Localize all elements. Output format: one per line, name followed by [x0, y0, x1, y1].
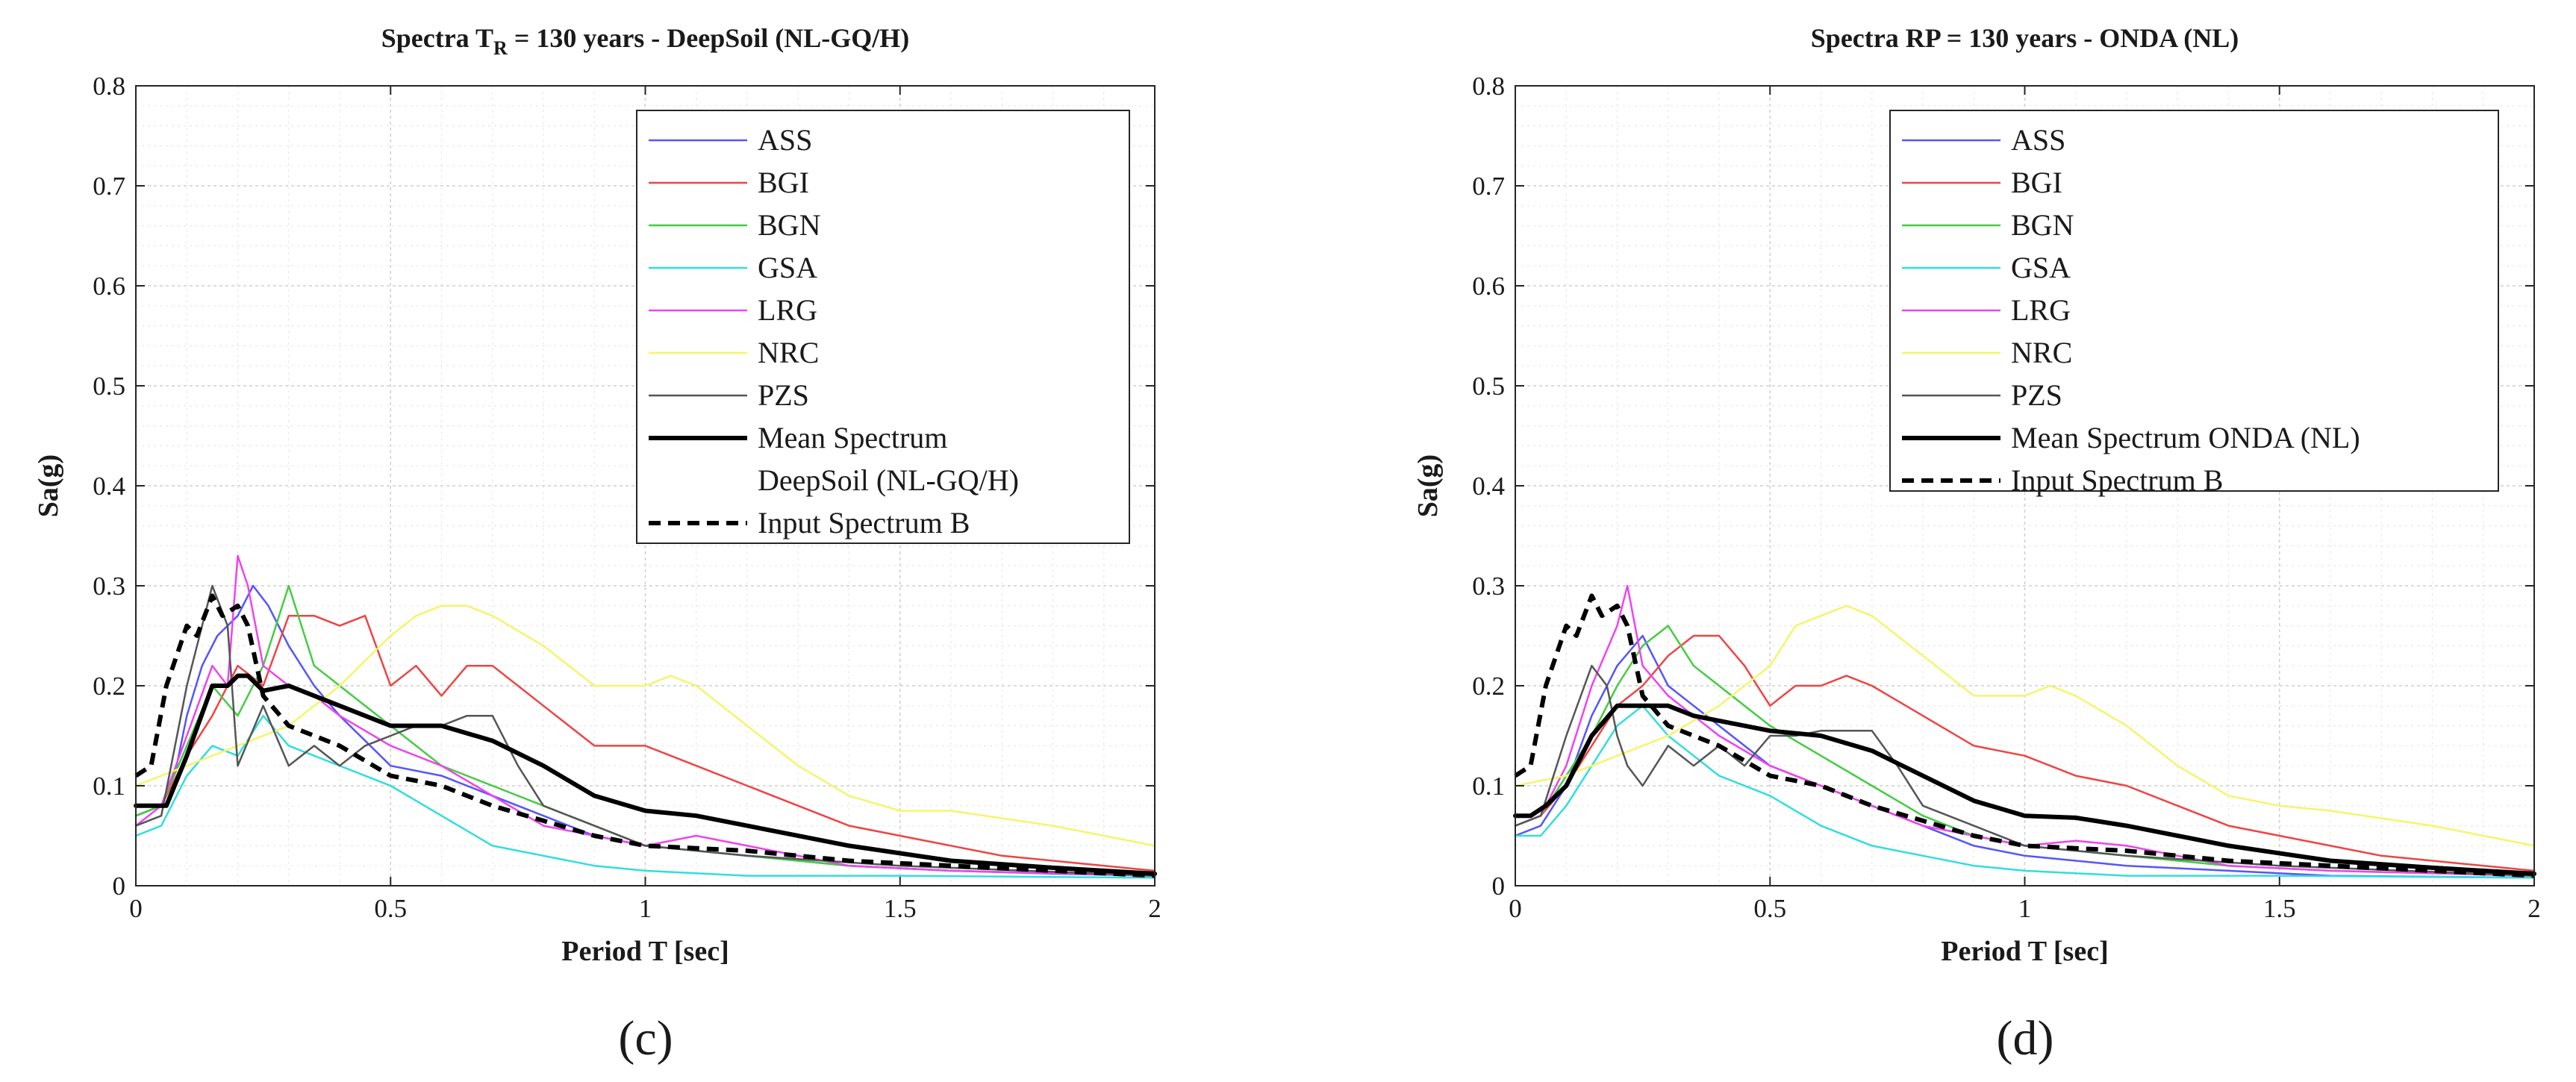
legend-label: ASS	[758, 123, 812, 157]
legend-label: BGI	[758, 166, 809, 199]
y-tick-label: 0.2	[93, 672, 125, 701]
series-line-pzs	[1514, 664, 2536, 877]
x-axis-label: Period T [sec]	[561, 936, 729, 967]
series-line-mean-spectrum-onda-nl	[1513, 703, 2536, 876]
y-axis-label: Sa(g)	[1412, 454, 1444, 517]
legend-label: GSA	[2011, 251, 2071, 284]
y-tick-label: 0.5	[93, 372, 125, 401]
y-tick-label: 0.4	[93, 472, 125, 501]
chart-panel-c: 0 0.5 1 1.5 2 0 0.1 0.2 0.3 0.4 0.5 0.6 0.7 0.8 Spectr…	[33, 23, 1161, 1066]
legend-label: GSA	[758, 251, 817, 284]
legend-label: Input Spectrum B	[2011, 463, 2223, 497]
x-tick-label: 2	[1148, 894, 1161, 923]
y-tick-label: 0.1	[93, 772, 125, 801]
series-line-input-spectrum-b	[134, 593, 1156, 878]
series-line-lrg	[134, 554, 1156, 877]
y-tick-label: 0.8	[93, 72, 125, 101]
legend-label: LRG	[2011, 293, 2071, 327]
series-line-input-spectrum-b	[1514, 593, 2535, 878]
panel-label: (d)	[1997, 1011, 2054, 1066]
series-line-gsa	[134, 714, 1156, 879]
legend-label: DeepSoil (NL-GQ/H)	[758, 463, 1019, 497]
y-tick-label: 0.6	[1472, 272, 1505, 301]
y-tick-label: 0.3	[93, 572, 125, 601]
x-tick-label: 2	[2527, 894, 2541, 923]
y-tick-label: 0.6	[93, 272, 125, 301]
legend: ASS BGI BGN GSA LRG NRC PZS Mean Spectrum DeepSo…	[636, 110, 1130, 544]
y-tick-label: 0.8	[1472, 72, 1505, 101]
chart-title: Spectra TR = 130 years - DeepSoil (NL-GQ…	[381, 23, 910, 59]
panel-label: (c)	[618, 1011, 673, 1066]
y-tick-label: 0.7	[93, 172, 125, 201]
x-tick-label: 0	[1509, 894, 1522, 923]
x-tick-label: 1	[2018, 894, 2032, 923]
series-line-gsa	[1514, 704, 2536, 879]
series-line-nrc	[1514, 604, 2536, 847]
y-tick-label: 0	[1492, 872, 1506, 901]
y-tick-label: 0.5	[1472, 372, 1505, 401]
x-tick-label: 1.5	[2263, 894, 2296, 923]
x-tick-label: 0.5	[1753, 894, 1786, 923]
x-tick-label: 0.5	[374, 894, 407, 923]
x-tick-label: 0	[129, 894, 143, 923]
y-tick-label: 0.2	[1472, 672, 1505, 701]
legend-label: PZS	[758, 378, 809, 412]
legend-label: LRG	[758, 293, 817, 327]
legend-label: BGN	[2011, 208, 2074, 242]
x-axis-label: Period T [sec]	[1941, 936, 2108, 967]
legend: ASS BGI BGN GSA LRG NRC PZS Mean Spectrum ONDA …	[1889, 110, 2499, 497]
legend-label: NRC	[758, 336, 819, 369]
series-line-mean-spectrum-deepsoil-nl-gq-h	[134, 673, 1157, 876]
series-line-lrg	[1514, 584, 2536, 877]
legend-label: Mean Spectrum ONDA (NL)	[2011, 421, 2360, 454]
y-tick-label: 0.1	[1472, 772, 1505, 801]
legend-box	[1889, 110, 2499, 492]
legend-label: Mean Spectrum	[758, 421, 947, 454]
legend-label: BGI	[2011, 166, 2062, 199]
x-tick-label: 1	[639, 894, 652, 923]
legend-label: BGN	[758, 208, 820, 242]
series-line-nrc	[134, 604, 1156, 847]
legend-label: Input Spectrum B	[758, 506, 970, 540]
y-tick-label: 0	[113, 872, 126, 901]
y-tick-label: 0.4	[1472, 472, 1505, 501]
series-line-bgi	[134, 614, 1156, 872]
legend-label: ASS	[2011, 123, 2065, 157]
chart-title: Spectra RP = 130 years - ONDA (NL)	[1811, 23, 2239, 53]
chart-panel-d: 0 0.5 1 1.5 2 0 0.1 0.2 0.3 0.4 0.5 0.6 0.7 0.8 Spectr…	[1412, 23, 2541, 1066]
y-tick-label: 0.7	[1472, 172, 1505, 201]
legend-label: NRC	[2011, 336, 2072, 369]
y-axis-label: Sa(g)	[33, 454, 64, 517]
x-tick-label: 1.5	[884, 894, 917, 923]
y-tick-label: 0.3	[1472, 572, 1505, 601]
legend-label: PZS	[2011, 378, 2062, 412]
